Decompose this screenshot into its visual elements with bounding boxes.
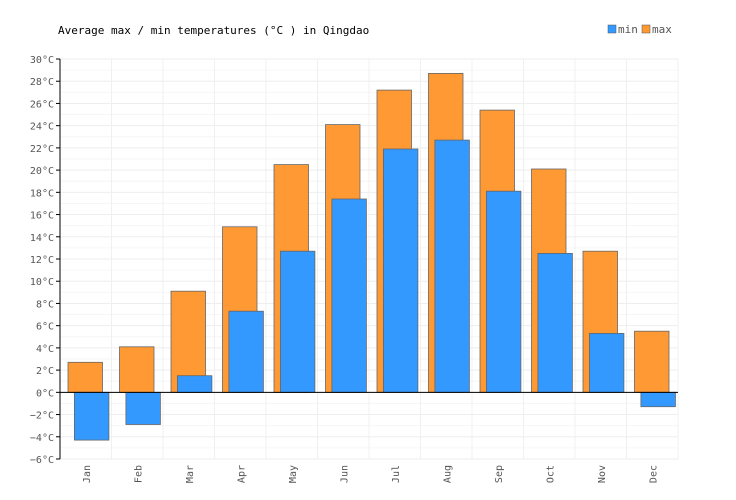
x-tick-label-dec: Dec bbox=[648, 465, 659, 483]
x-tick-label-aug: Aug bbox=[442, 465, 453, 483]
legend-swatch-min bbox=[607, 24, 617, 34]
y-tick-label: −4°C bbox=[30, 433, 54, 444]
x-tick-label-mar: Mar bbox=[185, 465, 196, 483]
bar-min-jun bbox=[331, 198, 367, 393]
y-tick-label: 24°C bbox=[30, 122, 54, 133]
bar-max-jan bbox=[67, 361, 103, 393]
x-tick-label-feb: Feb bbox=[133, 465, 144, 483]
legend: min max bbox=[607, 23, 672, 36]
y-tick-label: 10°C bbox=[30, 277, 54, 288]
y-tick-label: 12°C bbox=[30, 255, 54, 266]
y-tick-label: 30°C bbox=[30, 55, 54, 66]
bar-min-apr bbox=[228, 310, 264, 393]
y-axis-ticks: −6°C −4°C −2°C 0°C 2°C 4°C 6°C 8°C 10°C 12°C 14°C 1… bbox=[30, 55, 60, 466]
y-tick-label: 8°C bbox=[36, 299, 54, 310]
bar-min-sep bbox=[485, 190, 522, 393]
bar-min-jul bbox=[382, 148, 419, 393]
x-tick-label-jun: Jun bbox=[339, 465, 350, 483]
bar-max-feb bbox=[119, 346, 155, 393]
bar-min-oct bbox=[537, 252, 573, 393]
y-tick-label: 28°C bbox=[30, 77, 54, 88]
x-tick-label-nov: Nov bbox=[597, 465, 608, 483]
y-tick-label: 26°C bbox=[30, 99, 54, 110]
bar-min-aug bbox=[434, 139, 470, 393]
x-tick-label-apr: Apr bbox=[236, 465, 247, 483]
bar-max-dec bbox=[634, 330, 670, 393]
x-tick-label-jan: Jan bbox=[82, 465, 93, 483]
y-tick-label: 14°C bbox=[30, 233, 54, 244]
x-tick-label-may: May bbox=[288, 465, 299, 483]
y-tick-label: −2°C bbox=[30, 411, 54, 422]
legend-label-max: max bbox=[652, 23, 672, 36]
y-tick-label: 4°C bbox=[36, 344, 54, 355]
legend-label-min: min bbox=[618, 23, 638, 36]
y-tick-label: 16°C bbox=[30, 211, 54, 222]
chart-title: Average max / min temperatures (°C ) in … bbox=[58, 24, 369, 37]
bar-min-nov bbox=[589, 332, 625, 393]
bar-min-may bbox=[279, 250, 316, 393]
bar-min-feb bbox=[125, 391, 161, 425]
y-tick-label: 6°C bbox=[36, 322, 54, 333]
x-tick-label-sep: Sep bbox=[494, 465, 505, 483]
bar-min-mar bbox=[176, 375, 213, 393]
y-tick-label: −6°C bbox=[30, 455, 54, 466]
y-tick-label: 2°C bbox=[36, 366, 54, 377]
legend-swatch-max bbox=[641, 24, 651, 34]
y-tick-label: 18°C bbox=[30, 188, 54, 199]
y-tick-label: 22°C bbox=[30, 144, 54, 155]
x-tick-label-oct: Oct bbox=[545, 465, 556, 483]
y-tick-label: 0°C bbox=[36, 388, 54, 399]
bar-min-jan bbox=[74, 391, 110, 441]
bar-min-dec bbox=[640, 391, 676, 408]
x-tick-label-jul: Jul bbox=[391, 465, 402, 483]
bars-min bbox=[74, 139, 676, 441]
y-tick-label: 20°C bbox=[30, 166, 54, 177]
x-axis-ticks: Jan Feb Mar Apr May Jun Jul Aug Sep Oct Nov Dec bbox=[82, 465, 660, 483]
